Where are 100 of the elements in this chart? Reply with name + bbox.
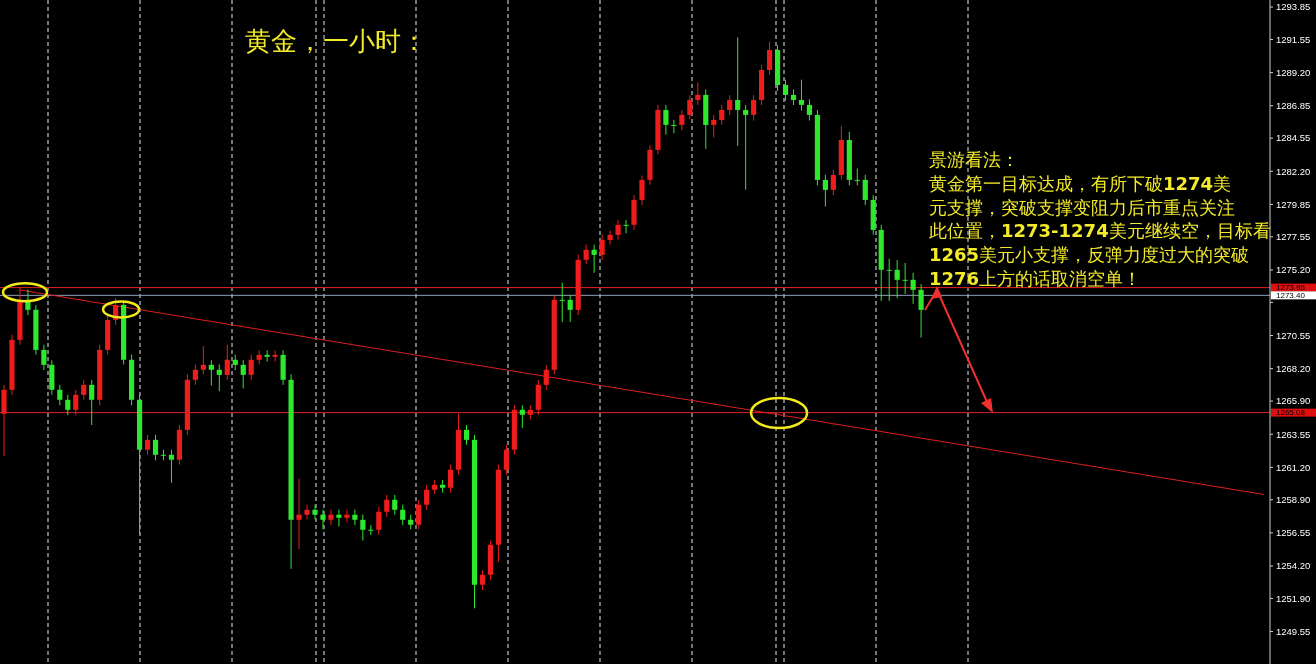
- candlestick: [918, 283, 924, 339]
- candlestick: [615, 219, 621, 241]
- y-tick-label: 1254.20: [1276, 560, 1311, 572]
- candlestick: [424, 484, 430, 511]
- annotation: 元支撑，突破支撑变阻力后市重点关注: [929, 196, 1235, 218]
- y-tick-label: 1263.55: [1276, 428, 1311, 440]
- candlestick: [65, 394, 71, 416]
- candlestick: [902, 262, 908, 295]
- candlestick: [360, 514, 366, 542]
- candlestick: [798, 79, 805, 112]
- candlestick: [384, 494, 390, 518]
- candlestick: [519, 404, 525, 429]
- candlestick: [344, 509, 350, 523]
- candlestick: [782, 79, 789, 102]
- y-tick-label: 1293.85: [1276, 1, 1311, 13]
- candlestick: [336, 509, 342, 528]
- candlestick: [352, 509, 358, 526]
- annotation: 1276上方的话取消空单！: [929, 268, 1142, 289]
- candlestick: [264, 349, 270, 363]
- candlestick: [559, 282, 565, 323]
- ref-line-label: 1273.40: [1276, 291, 1306, 301]
- candlestick: [392, 494, 398, 516]
- candlestick: [216, 363, 222, 392]
- candlestick: [727, 94, 733, 116]
- candlestick: [200, 345, 206, 375]
- candlestick: [328, 509, 334, 526]
- candlestick: [296, 478, 302, 550]
- candlestick: [583, 244, 589, 265]
- candlestick: [208, 359, 214, 387]
- candlestick: [224, 344, 230, 381]
- y-tick-label: 1291.55: [1276, 33, 1311, 45]
- candlestick: [854, 167, 860, 186]
- y-tick-label: 1284.55: [1276, 132, 1311, 144]
- annotation: 景游看法：: [929, 149, 1019, 170]
- candlestick: [639, 175, 645, 206]
- y-tick-label: 1289.20: [1276, 66, 1311, 78]
- candlestick: [766, 41, 773, 76]
- candlestick: [503, 444, 509, 475]
- y-tick-label: 1270.55: [1276, 329, 1311, 341]
- candlestick: [719, 104, 725, 126]
- candlestick: [679, 109, 685, 131]
- y-tick-label: 1286.85: [1276, 100, 1311, 112]
- candlestick: [400, 504, 406, 526]
- y-tick-label: 1251.90: [1276, 592, 1311, 604]
- candlestick: [1, 384, 7, 457]
- candlestick: [910, 272, 916, 305]
- candlestick: [894, 259, 900, 299]
- candlestick: [743, 104, 749, 191]
- candlestick: [599, 234, 605, 261]
- candlestick: [144, 434, 151, 456]
- candlestick: [663, 104, 669, 136]
- candlestick: [687, 94, 693, 120]
- candlestick: [830, 169, 836, 196]
- y-tick-label: 1279.85: [1276, 198, 1311, 210]
- candlestick: [567, 294, 573, 323]
- candlestick: [320, 509, 326, 530]
- candlestick: [447, 464, 454, 494]
- candlestick: [240, 359, 246, 389]
- candlestick: [543, 364, 549, 391]
- y-tick-label: 1277.55: [1276, 231, 1311, 243]
- candlestick: [607, 230, 613, 246]
- candlestick: [591, 244, 597, 274]
- y-tick-label: 1258.90: [1276, 494, 1311, 506]
- annotation: 黄金第一目标达成，有所下破1274美: [929, 172, 1232, 194]
- y-tick-label: 1265.90: [1276, 395, 1311, 407]
- candlestick: [152, 434, 159, 461]
- candlestick: [73, 389, 79, 416]
- candlestick: [735, 36, 741, 147]
- candlestick: [368, 524, 374, 536]
- candlestick: [886, 258, 892, 302]
- candlestick: [751, 94, 757, 122]
- y-tick-label: 1282.20: [1276, 165, 1311, 177]
- candlestick: [312, 504, 318, 520]
- y-tick-label: 1249.55: [1276, 625, 1311, 637]
- candlestick: [695, 81, 701, 106]
- ref-line-label: 1265.08: [1276, 408, 1306, 418]
- candlestick: [416, 499, 422, 530]
- candlestick: [81, 379, 87, 401]
- candlestick: [671, 119, 677, 134]
- candlestick: [192, 363, 198, 386]
- candlestick: [463, 424, 470, 446]
- candlestick: [89, 379, 95, 426]
- y-tick-label: 1256.55: [1276, 527, 1311, 539]
- candlestick: [806, 98, 813, 122]
- candlestick: [304, 504, 310, 520]
- text: 黄金，一小时：: [245, 26, 427, 56]
- annotation: 1265美元小支撑，反弹力度过大的突破: [929, 244, 1250, 266]
- candlestick: [822, 174, 828, 208]
- candlestick: [168, 449, 175, 484]
- candlestick: [57, 384, 63, 406]
- candlestick: [376, 506, 382, 536]
- candlestick: [272, 349, 278, 363]
- candlestick: [862, 174, 868, 206]
- y-tick-label: 1275.20: [1276, 264, 1311, 276]
- annotation: 此位置，1273-1274美元继续空，目标看: [929, 220, 1271, 242]
- candlestick: [41, 344, 47, 371]
- candlestick: [711, 114, 717, 138]
- candlestick: [623, 219, 629, 234]
- candlestick: [479, 569, 486, 591]
- candlestick: [248, 354, 254, 381]
